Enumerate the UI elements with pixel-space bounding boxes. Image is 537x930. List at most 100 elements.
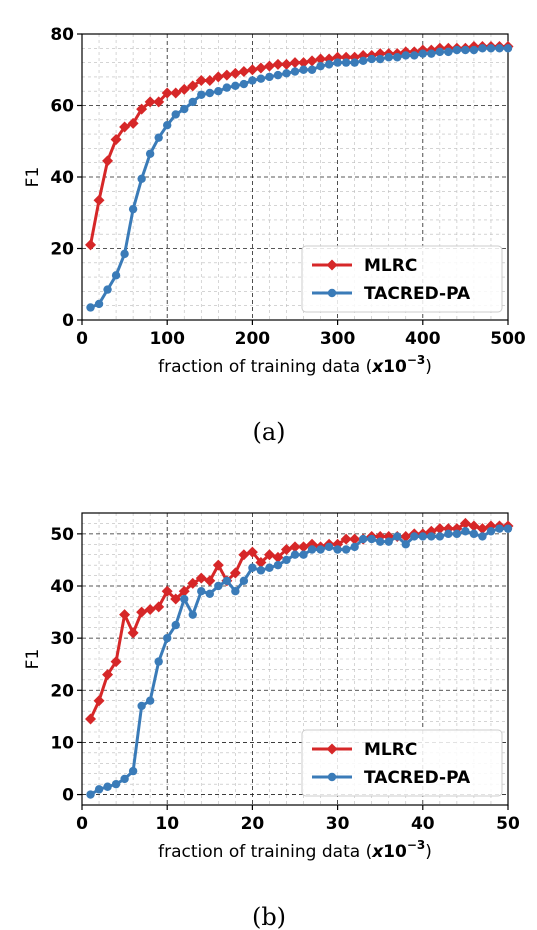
chart1-legend-entry-mlrc-label: MLRC (364, 740, 417, 760)
chart1-plot-area (85, 517, 514, 799)
chart1-series-tacred-pa-point (290, 550, 300, 559)
chart1-series-tacred-pa-point (111, 779, 121, 789)
chart1-series-tacred-pa-point (427, 532, 436, 541)
chart1-series-tacred-pa-point (299, 550, 308, 559)
chart1-series-mlrc-point (161, 585, 173, 597)
chart1-series-mlrc-point (153, 601, 165, 613)
chart1-x-tick-label: 50 (496, 814, 520, 834)
chart0-series-tacred-pa-point (180, 104, 189, 114)
chart0-series-tacred-pa-point (188, 97, 197, 107)
chart1-x-tick-label: 40 (411, 814, 435, 834)
chart1-series-mlrc-point (119, 609, 131, 621)
chart0-series-tacred-pa-point (444, 47, 453, 57)
chart0-series-mlrc-point (195, 74, 207, 86)
chart0-series-tacred-pa-point (154, 133, 163, 142)
chart0-series-tacred-pa-point (256, 74, 266, 83)
chart1-x-tick-label: 0 (76, 814, 88, 834)
chart1-series-tacred-pa-point (154, 657, 163, 666)
chart0-plot-area (85, 41, 514, 312)
chart0-series-tacred-pa-point (495, 44, 504, 53)
chart1-series-tacred-pa-point (418, 532, 427, 541)
chart1-series-mlrc-point (187, 577, 199, 589)
chart0-series-tacred-pa-point (197, 90, 206, 99)
chart1-series-mlrc-point (434, 523, 446, 535)
chart0-legend-box (301, 245, 503, 313)
chart0-series-tacred-pa-point (384, 53, 393, 62)
chart0-series-tacred-pa-point (324, 60, 334, 69)
chart1-series-mlrc-point (280, 544, 292, 555)
chart1-caption: (b) (252, 903, 286, 930)
chart0-caption: (a) (252, 418, 285, 446)
chart0-series-tacred-pa-point (435, 47, 445, 57)
chart1-series-mlrc-point (110, 656, 122, 668)
chart0-x-tick-label: 100 (149, 329, 185, 349)
chart0-series-mlrc-point (272, 58, 284, 70)
chart1-series-tacred-pa-point (376, 537, 385, 546)
chart1-y-tick-label: 10 (50, 733, 74, 753)
chart1-series-tacred-pa-point (358, 534, 368, 544)
chart1-series-tacred-pa-point (503, 524, 513, 533)
chart0-series-tacred-pa-point (137, 174, 146, 183)
chart0-legend-entry-tacred-pa-marker (327, 288, 337, 298)
chart0-series-tacred-pa-point (401, 51, 410, 60)
chart1-series-tacred-pa-point (86, 790, 95, 799)
chart1-series-tacred-pa-point (282, 555, 291, 565)
chart1-series-mlrc-point (144, 603, 156, 615)
chart1-series-tacred-pa-point (435, 532, 445, 541)
chart1-x-axis-title: fraction of training data (x10−3) (158, 838, 432, 862)
chart1-series-tacred-pa-point (231, 587, 240, 596)
chart0-x-tick-label: 300 (320, 329, 356, 349)
chart0-x-tick-label: 200 (235, 329, 271, 349)
chart0-y-tick-label: 20 (50, 240, 74, 260)
chart1-series-tacred-pa-point (461, 527, 470, 536)
chart1-series-tacred-pa-point (273, 560, 283, 570)
chart1-series-tacred-pa-point (410, 532, 419, 541)
chart0-series-tacred-pa-point (239, 79, 249, 89)
chart0-series-tacred-pa-point (418, 49, 427, 58)
chart1-legend-entry-mlrc-marker (326, 743, 338, 755)
chart1-series-tacred-pa-point (128, 766, 138, 776)
chart0-series-tacred-pa-point (316, 61, 325, 71)
chart1-series-tacred-pa-point (103, 782, 112, 791)
chart0-series-mlrc-point (102, 155, 114, 167)
chart1-series-tacred-pa-point (180, 594, 189, 604)
chart1-x-tick-label: 20 (241, 814, 265, 834)
chart1-x-tick-label: 10 (155, 814, 179, 834)
chart0-series-mlrc-point (127, 117, 139, 129)
chart1-series-tacred-pa-point (265, 563, 274, 572)
chart0-series-tacred-pa-point (248, 76, 257, 85)
chart1-series-tacred-pa-point (316, 545, 325, 554)
chart1-y-tick-label: 20 (50, 681, 74, 701)
chart0-series-mlrc-point (170, 87, 182, 99)
chart0-series-tacred-pa-point (393, 53, 402, 62)
chart1-series-tacred-pa-point (393, 532, 402, 541)
chart1-series-mlrc-point (212, 559, 224, 571)
chart0-series-mlrc-point (110, 133, 122, 145)
chart0-series-mlrc-point (178, 83, 190, 95)
chart0-series-mlrc-point (204, 74, 216, 86)
chart1-series-tacred-pa-point (452, 529, 462, 539)
chart1-series-mlrc-point (289, 541, 301, 553)
chart1-series-mlrc-point (178, 585, 190, 597)
chart1-legend-entry-tacred-pa-marker (327, 772, 337, 782)
chart0-series-tacred-pa-point (265, 72, 274, 82)
chart1-series-tacred-pa-point (145, 696, 155, 705)
chart1-series-tacred-pa-point (197, 587, 206, 596)
chart1-y-tick-label: 50 (50, 525, 74, 545)
chart0-series-mlrc-point (246, 64, 258, 76)
chart1-series-mlrc-point (195, 572, 207, 584)
chart0-series-mlrc-point (255, 62, 267, 74)
chart0-series-tacred-pa-point (333, 58, 342, 67)
chart1-series-tacred-pa-point (333, 545, 342, 554)
chart1-series-tacred-pa-point (384, 537, 393, 546)
chart0-y-tick-label: 0 (62, 311, 74, 331)
chart0-series-tacred-pa-point (290, 67, 300, 76)
chart1-y-axis-title: F1 (23, 649, 43, 670)
chart1-series-mlrc-point (127, 627, 139, 639)
chart0-series-mlrc-point (280, 58, 292, 70)
chart1-y-tick-label: 30 (50, 629, 74, 649)
chart0-series-tacred-pa-point (461, 45, 470, 55)
chart1-series-mlrc-point (468, 520, 480, 532)
chart1-series-mlrc-point (85, 713, 97, 725)
chart0-y-tick-label: 40 (50, 168, 74, 188)
